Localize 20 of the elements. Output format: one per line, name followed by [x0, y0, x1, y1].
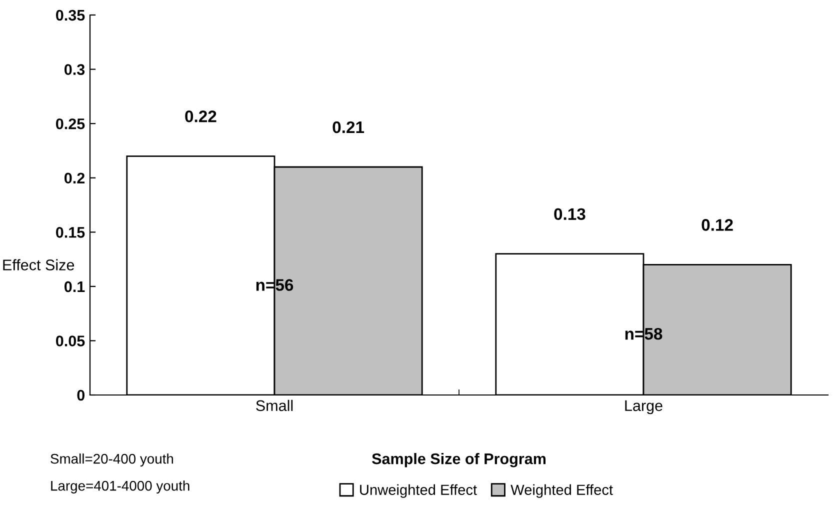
x-axis-title: Sample Size of Program [372, 452, 546, 468]
y-tick-label: 0.25 [56, 118, 85, 130]
y-tick-label: 0.15 [56, 227, 85, 238]
y-axis-title: Effect Size [3, 259, 74, 270]
y-tick-label: 0.3 [64, 64, 85, 75]
data-label: 0.22 [185, 110, 216, 122]
data-label: 0.21 [332, 121, 364, 134]
y-tick-label: 0.1 [64, 281, 85, 292]
legend-label: Unweighted Effect [360, 484, 477, 498]
y-tick-label: 0 [77, 390, 85, 401]
y-tick-label: 0.05 [56, 336, 85, 346]
text: Small=20-400 youth [50, 454, 174, 466]
y-tick-label: 0.2 [64, 172, 85, 184]
data-label: 0.12 [702, 219, 733, 231]
data-label: 0.13 [554, 208, 586, 220]
y-tick-label: 0.35 [56, 10, 85, 21]
x-tick-label: Small [256, 400, 293, 412]
text: Large=401-4000 youth [51, 480, 190, 494]
legend-label: Weighted Effect [510, 484, 613, 498]
x-tick-label: Large [625, 400, 662, 414]
